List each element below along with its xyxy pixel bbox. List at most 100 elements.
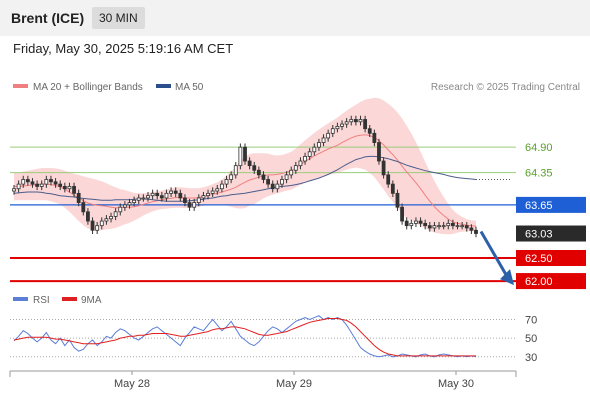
candle-body [423, 222, 428, 227]
candle-body [224, 179, 229, 185]
candle-body [67, 186, 72, 190]
candle-body [81, 202, 86, 213]
candle-body [183, 197, 187, 203]
candle-body [49, 179, 53, 183]
candle-body [312, 146, 317, 153]
candle-body [349, 119, 354, 123]
candle-body [460, 225, 465, 228]
candle-body [25, 179, 30, 183]
last-price-label: 63.03 [525, 229, 553, 241]
x-tick-label-may-29: May 29 [276, 378, 312, 390]
candle-body [109, 216, 113, 220]
candle-body [229, 174, 234, 180]
rsi-tick-label-70: 70 [525, 314, 537, 326]
forecast-arrow-shaft [479, 230, 510, 279]
candle-body [86, 211, 90, 222]
candle-body [441, 225, 446, 228]
forecast-arrow-head [500, 269, 514, 286]
candle-body [39, 183, 44, 187]
candle-body [21, 179, 26, 185]
candle-body [266, 179, 271, 185]
candle-body [215, 188, 220, 192]
timeframe-badge[interactable]: 30 MIN [92, 7, 145, 29]
resistance-label-64-35: 64.35 [525, 168, 553, 180]
candle-body [192, 202, 197, 208]
candle-body [169, 190, 173, 194]
candle-body [53, 181, 58, 185]
candle-body [432, 225, 437, 229]
support-label-62-50: 62.50 [525, 253, 553, 265]
candle-body [330, 128, 335, 134]
candle-body [178, 192, 183, 199]
candle-body [95, 225, 100, 231]
candle-body [289, 169, 294, 176]
x-tick-label-may-30: May 30 [438, 378, 474, 390]
candle-body [201, 195, 206, 199]
candle-body [219, 183, 224, 190]
candle-body [159, 195, 164, 199]
candle-body [113, 211, 118, 217]
timestamp: Friday, May 30, 2025 5:19:16 AM CET [13, 41, 234, 56]
candle-body [353, 119, 358, 123]
rsi-tick-label-30: 30 [525, 352, 537, 364]
candle-body [141, 197, 146, 200]
candle-body [118, 206, 123, 213]
candle-body [395, 192, 400, 208]
candle-body [196, 197, 201, 203]
candle-body [455, 225, 460, 228]
pivot-label-63-65: 63.65 [525, 200, 553, 212]
instrument-title: Brent (ICE) [11, 10, 85, 26]
rsi-ma-legend-label: 9MA [81, 295, 102, 306]
candle-body [298, 160, 303, 167]
candle-body [62, 186, 67, 190]
candle-body [280, 179, 284, 185]
candle-body [367, 128, 372, 134]
candle-body [247, 160, 252, 167]
rsi-line [13, 315, 477, 358]
candle-body [390, 183, 395, 194]
candle-body [409, 222, 414, 227]
candle-body [76, 192, 81, 203]
candle-body [35, 183, 39, 187]
candle-body [275, 183, 280, 190]
candle-body [122, 204, 127, 208]
candle-body [418, 220, 423, 224]
last-price-badge [516, 225, 586, 242]
resistance-label-64-90: 64.90 [525, 142, 553, 154]
candle-body [104, 218, 109, 222]
candle-body [344, 121, 349, 125]
copyright-label: Research © 2025 Trading Central [431, 82, 580, 93]
candle-body [474, 229, 478, 234]
candle-body [293, 165, 298, 171]
candle-body [372, 132, 377, 143]
rsi-ma-line [13, 318, 476, 357]
candle-body [284, 174, 289, 180]
candle-body [243, 146, 247, 162]
candle-body [270, 183, 275, 190]
candle-body [58, 183, 63, 187]
candle-body [173, 190, 178, 194]
candle-body [303, 156, 307, 162]
candle-body [146, 195, 150, 199]
candle-body [381, 160, 386, 176]
candle-body [238, 146, 243, 167]
candle-body [446, 222, 451, 227]
candle-body [307, 151, 312, 157]
candle-body [400, 206, 404, 222]
candle-body [450, 222, 455, 227]
pivot-badge-63-65 [516, 196, 586, 213]
candle-body [404, 220, 409, 227]
support-label-62-00: 62.00 [525, 276, 553, 288]
candle-body [44, 179, 49, 185]
candle-body [210, 190, 215, 194]
candle-body [12, 188, 16, 192]
candle-body [326, 132, 331, 139]
candle-body [155, 192, 160, 197]
support-badge-62-50 [516, 249, 586, 266]
candle-body [256, 169, 261, 176]
candle-body [252, 165, 257, 171]
candle-body [16, 183, 21, 190]
candle-body [469, 227, 474, 231]
candle-body [340, 123, 344, 127]
rsi-legend-label: RSI [33, 295, 50, 306]
